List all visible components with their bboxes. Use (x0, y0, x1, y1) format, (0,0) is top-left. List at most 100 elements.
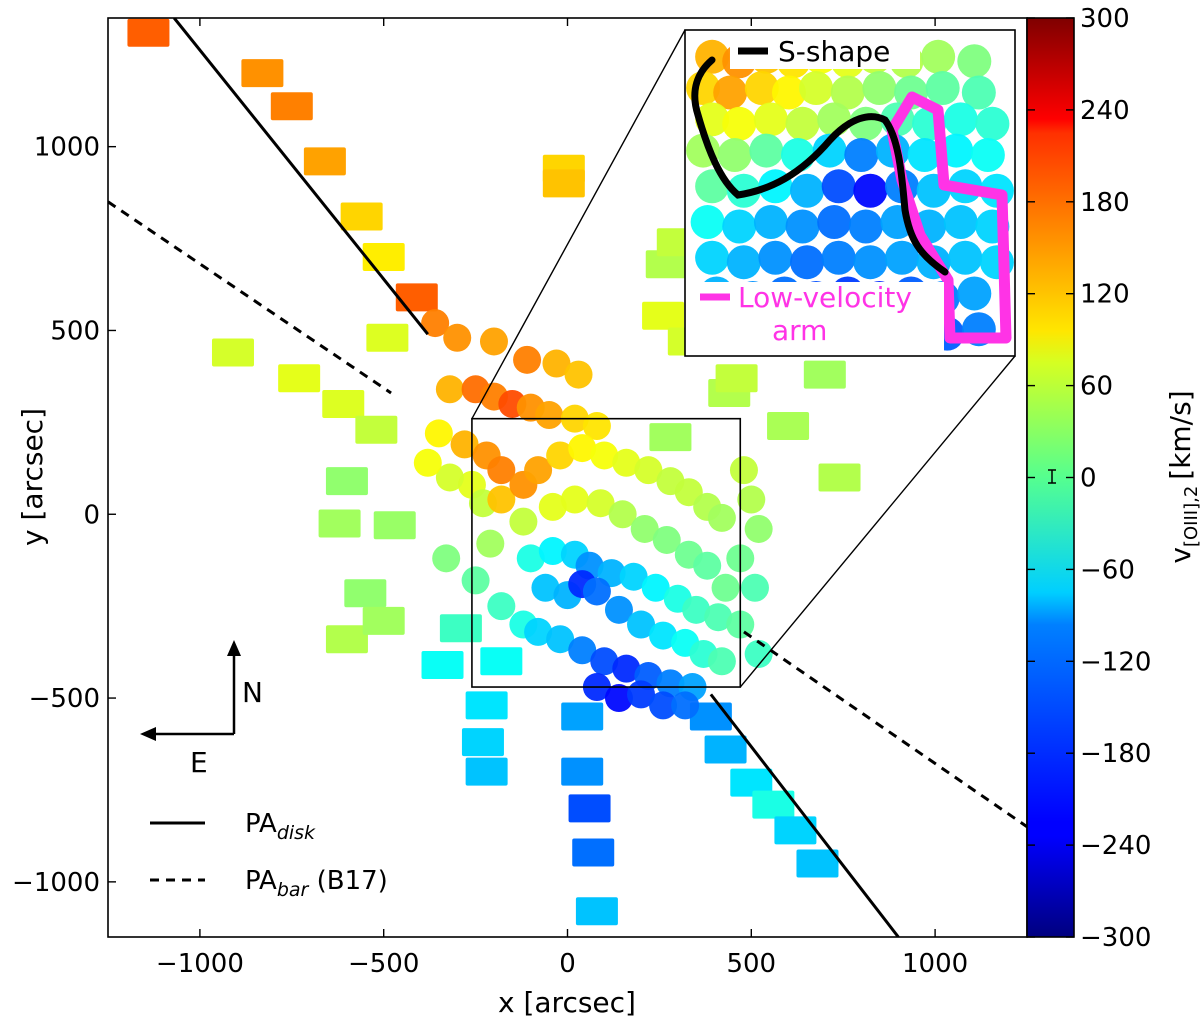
inset-point (853, 173, 888, 208)
y-tick-label: 0 (83, 500, 100, 530)
compass-east-arrowhead (140, 727, 156, 741)
scatter-point (487, 485, 516, 514)
y-tick-label: −1000 (12, 868, 100, 898)
scatter-point (435, 463, 464, 492)
inset-point (970, 138, 1005, 173)
scatter-point (590, 647, 619, 676)
strip-point (774, 816, 817, 845)
pa-disk-line (172, 18, 429, 336)
inset-point (817, 205, 852, 240)
strip-point (568, 794, 611, 823)
scatter-point (671, 691, 700, 720)
scatter-point (479, 327, 508, 356)
strip-point (715, 364, 758, 393)
scatter-point (604, 684, 633, 713)
colorbar: 300 240 180 120 60 0 −60 −120 −180 −240 −300 v[OII… (1026, 4, 1200, 953)
y-tick-label: 500 (50, 316, 100, 346)
inset-point (722, 209, 757, 244)
legend-entry-pa-disk: PAdisk (245, 809, 316, 844)
strip-point (340, 202, 383, 231)
inset-point (771, 75, 806, 110)
scatter-point (707, 503, 736, 532)
inset-point (753, 102, 788, 137)
scatter-point (516, 544, 545, 573)
inset-point (961, 75, 996, 110)
scatter-point (524, 617, 553, 646)
s-shape-label: S-shape (778, 35, 890, 68)
scatter-point (432, 544, 461, 573)
colorbar-tick-label: 240 (1080, 96, 1130, 126)
strip-point (649, 423, 692, 452)
strip-point (645, 250, 688, 279)
scatter-point (542, 349, 571, 378)
scatter-point (729, 456, 758, 485)
colorbar-tick-label: −120 (1080, 647, 1151, 677)
strip-point (278, 364, 321, 393)
scatter-point (538, 537, 567, 566)
inset-panel: S-shape Low-velocity arm (684, 29, 1016, 357)
inset-point (690, 205, 725, 240)
colorbar-label: v[OIII],2[km/s] (1164, 390, 1200, 563)
colorbar-tick-label: 0 (1080, 464, 1097, 494)
arm-label-line1: Low-velocity (738, 281, 912, 314)
arm-label-line2: arm (772, 314, 827, 347)
scatter-point (604, 595, 633, 624)
colorbar-tick-label: 180 (1080, 188, 1130, 218)
scatter-point (590, 441, 619, 470)
strip-point (704, 735, 747, 764)
inset-point (844, 138, 879, 173)
scatter-point (546, 441, 575, 470)
scatter-point (656, 669, 685, 698)
y-tick-label: −500 (29, 684, 100, 714)
strip-point (322, 389, 365, 418)
scatter-point (538, 492, 567, 521)
colorbar-tick-label: −300 (1080, 923, 1151, 953)
inset-point (939, 133, 974, 168)
compass-north-label: N (242, 676, 263, 709)
strip-point (241, 59, 284, 88)
strip-point (575, 897, 618, 926)
strip-point (561, 702, 604, 731)
strip-point (127, 18, 170, 47)
pa-bar-line (108, 200, 392, 395)
scatter-point (711, 573, 740, 602)
inset-point (848, 209, 883, 244)
y-axis: −1000 −500 0 500 1000 (12, 133, 116, 898)
strip-point (211, 338, 254, 367)
inset-point (785, 209, 820, 244)
strip-point (355, 415, 398, 444)
scatter-point (744, 514, 773, 543)
inset-point (975, 106, 1010, 141)
strip-point (465, 757, 508, 786)
colorbar-tick-label: −60 (1080, 555, 1135, 585)
strip-point (421, 650, 464, 679)
x-tick-label: −1000 (156, 949, 244, 979)
scatter-point (740, 573, 769, 602)
strip-point (366, 323, 409, 352)
inset-point (785, 106, 820, 141)
inset-point (722, 106, 757, 141)
strip-point (796, 849, 839, 878)
scatter-point (704, 603, 733, 632)
strip-point (818, 463, 861, 492)
scatter-point (693, 551, 722, 580)
inset-point (830, 75, 865, 110)
inset-point (821, 240, 856, 275)
strip-point (730, 768, 773, 797)
inset-point (943, 102, 978, 137)
position-angle-lines (108, 18, 1027, 937)
inset-point (713, 75, 748, 110)
strip-point (344, 579, 387, 608)
inset-point (753, 205, 788, 240)
scatter-point (524, 456, 553, 485)
error-bar-marker (1048, 469, 1056, 484)
strip-point (303, 147, 346, 176)
colorbar-tick-label: −240 (1080, 831, 1151, 861)
x-tick-label: 0 (559, 949, 576, 979)
scatter-point (630, 514, 659, 543)
inset-point (957, 276, 992, 311)
compass-east-label: E (190, 746, 208, 779)
scatter-point (744, 639, 773, 668)
colorbar-ticks: 300 240 180 120 60 0 −60 −120 −180 −240 −300 (1027, 4, 1151, 953)
